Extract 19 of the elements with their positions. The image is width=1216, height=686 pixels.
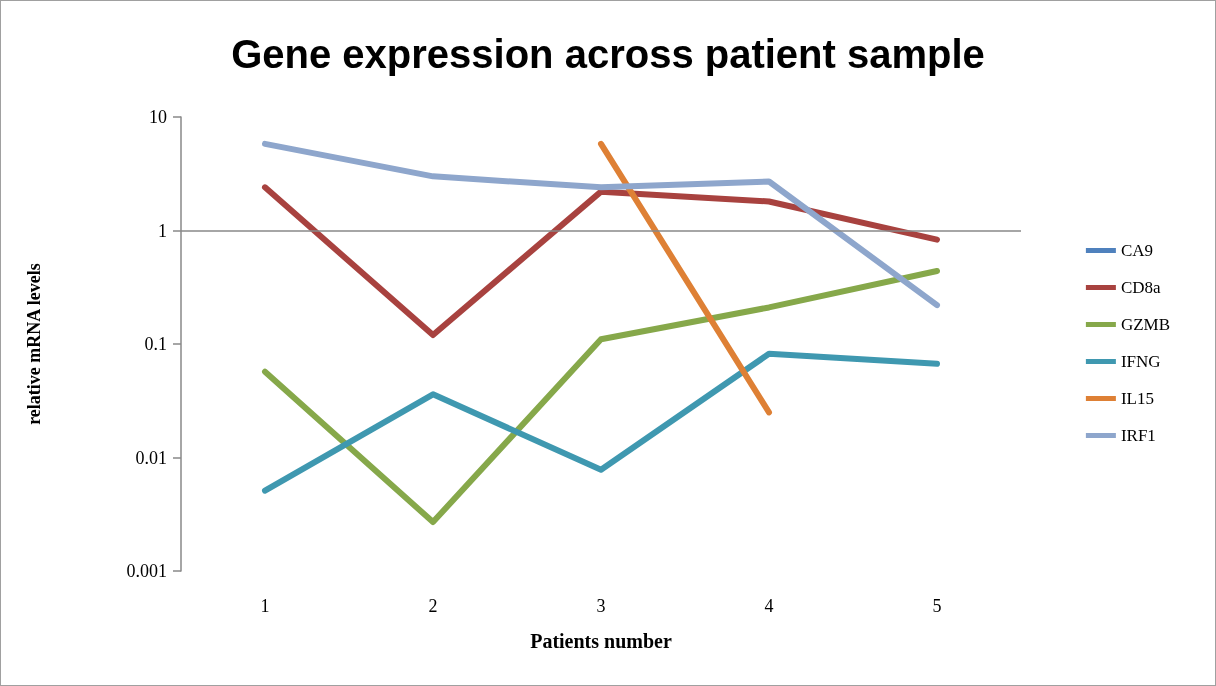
x-tick-label: 2 bbox=[428, 596, 438, 616]
legend-label: IFNG bbox=[1120, 352, 1161, 371]
y-tick-label: 0.01 bbox=[135, 447, 167, 468]
x-tick-label: 4 bbox=[764, 596, 774, 616]
y-tick-label: 0.001 bbox=[126, 561, 167, 581]
legend-label: IL15 bbox=[1120, 389, 1154, 408]
legend-label: IRF1 bbox=[1120, 426, 1156, 445]
y-axis-title: relative mRNA levels bbox=[24, 263, 44, 425]
x-tick-label: 3 bbox=[596, 596, 606, 616]
y-tick-label: 0.1 bbox=[144, 334, 167, 354]
x-axis-title: Patients number bbox=[530, 630, 672, 652]
x-tick-label: 5 bbox=[932, 596, 942, 616]
chart-title: Gene expression across patient sample bbox=[231, 32, 985, 76]
y-tick-label: 1 bbox=[158, 220, 167, 241]
y-tick-label: 10 bbox=[149, 107, 167, 127]
legend-label: GZMB bbox=[1120, 315, 1171, 334]
legend-label: CD8a bbox=[1120, 278, 1161, 297]
legend-label: CA9 bbox=[1120, 241, 1154, 260]
x-tick-label: 1 bbox=[260, 596, 270, 616]
